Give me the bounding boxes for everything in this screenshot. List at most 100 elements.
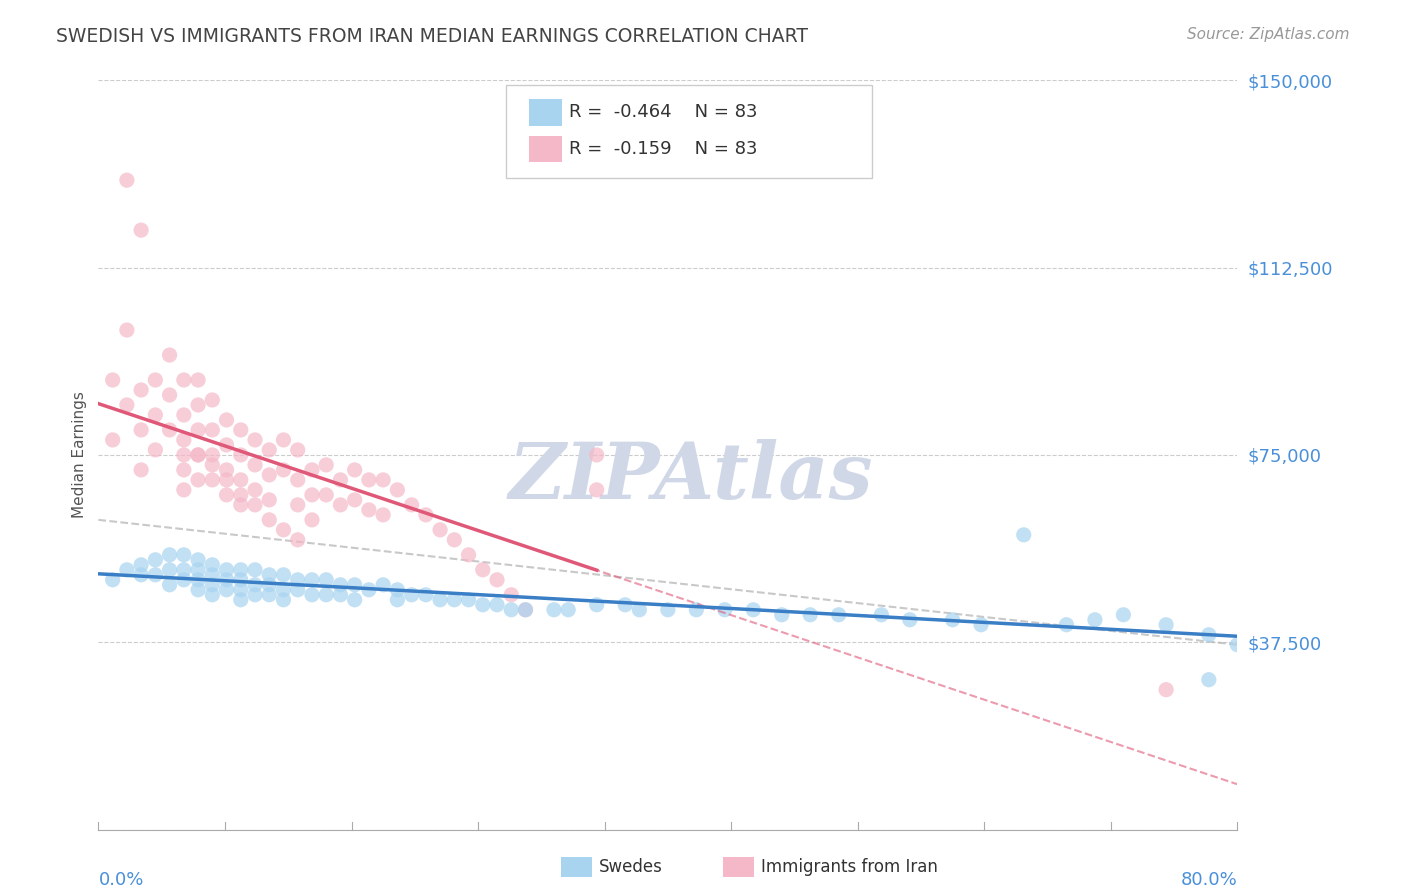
Point xyxy=(229,573,252,587)
Point xyxy=(657,603,679,617)
Point xyxy=(115,398,138,412)
Point xyxy=(215,473,238,487)
Point xyxy=(187,398,209,412)
Point xyxy=(101,373,124,387)
Point xyxy=(614,598,637,612)
Point xyxy=(145,567,167,582)
Point xyxy=(229,423,252,437)
Point xyxy=(259,467,281,482)
Point xyxy=(301,463,323,477)
Point xyxy=(942,613,965,627)
Point xyxy=(1154,682,1177,697)
Point xyxy=(501,603,523,617)
Point xyxy=(229,498,252,512)
Point xyxy=(329,498,352,512)
Point xyxy=(301,573,323,587)
Text: 0.0%: 0.0% xyxy=(98,871,143,888)
Point xyxy=(273,523,295,537)
Point xyxy=(273,567,295,582)
Point xyxy=(970,617,993,632)
Point xyxy=(373,508,395,522)
Point xyxy=(145,408,167,422)
Point xyxy=(287,473,309,487)
Point xyxy=(387,483,409,497)
Point xyxy=(259,567,281,582)
Point xyxy=(229,473,252,487)
Point xyxy=(159,388,181,402)
Point xyxy=(515,603,537,617)
Point xyxy=(173,548,195,562)
Point xyxy=(259,442,281,457)
Point xyxy=(215,463,238,477)
Point xyxy=(315,588,337,602)
Point xyxy=(1056,617,1078,632)
Text: ZIPAtlas: ZIPAtlas xyxy=(509,439,873,516)
Point xyxy=(243,433,266,447)
Point xyxy=(898,613,921,627)
Point xyxy=(201,558,224,572)
Point xyxy=(159,578,181,592)
Point xyxy=(243,483,266,497)
Point xyxy=(101,573,124,587)
Point xyxy=(229,582,252,597)
Point xyxy=(357,582,380,597)
Point xyxy=(585,598,607,612)
Point xyxy=(870,607,893,622)
Point xyxy=(1226,638,1249,652)
Point xyxy=(159,548,181,562)
Point xyxy=(443,592,465,607)
Text: R =  -0.159    N = 83: R = -0.159 N = 83 xyxy=(569,140,758,158)
Point xyxy=(543,603,565,617)
Point xyxy=(401,498,423,512)
Point xyxy=(215,488,238,502)
Point xyxy=(557,603,579,617)
Point xyxy=(187,553,209,567)
Point xyxy=(187,448,209,462)
Point xyxy=(201,458,224,472)
Point xyxy=(129,558,152,572)
Point xyxy=(201,588,224,602)
Point xyxy=(187,563,209,577)
Point xyxy=(329,588,352,602)
Point xyxy=(585,448,607,462)
Point xyxy=(159,563,181,577)
Point xyxy=(145,373,167,387)
Text: Immigrants from Iran: Immigrants from Iran xyxy=(761,858,938,876)
Point xyxy=(129,383,152,397)
Point xyxy=(187,423,209,437)
Point xyxy=(173,373,195,387)
Point xyxy=(301,588,323,602)
Point xyxy=(585,483,607,497)
Point xyxy=(215,563,238,577)
Point xyxy=(243,578,266,592)
Point xyxy=(742,603,765,617)
Point xyxy=(287,533,309,547)
Point xyxy=(770,607,793,622)
Point xyxy=(343,463,366,477)
Point xyxy=(159,348,181,362)
Point xyxy=(273,592,295,607)
Point xyxy=(373,473,395,487)
Point xyxy=(173,463,195,477)
Point xyxy=(685,603,707,617)
Point xyxy=(145,442,167,457)
Point xyxy=(501,588,523,602)
Point xyxy=(229,563,252,577)
Point xyxy=(429,523,451,537)
Point xyxy=(714,603,737,617)
Text: Source: ZipAtlas.com: Source: ZipAtlas.com xyxy=(1187,27,1350,42)
Point xyxy=(273,463,295,477)
Point xyxy=(159,423,181,437)
Point xyxy=(828,607,851,622)
Point xyxy=(115,323,138,337)
Point xyxy=(329,473,352,487)
Point xyxy=(187,573,209,587)
Text: Swedes: Swedes xyxy=(599,858,662,876)
Point xyxy=(301,513,323,527)
Point xyxy=(129,567,152,582)
Point xyxy=(1012,528,1035,542)
Point xyxy=(1198,628,1220,642)
Point xyxy=(343,592,366,607)
Point xyxy=(373,578,395,592)
Point xyxy=(443,533,465,547)
